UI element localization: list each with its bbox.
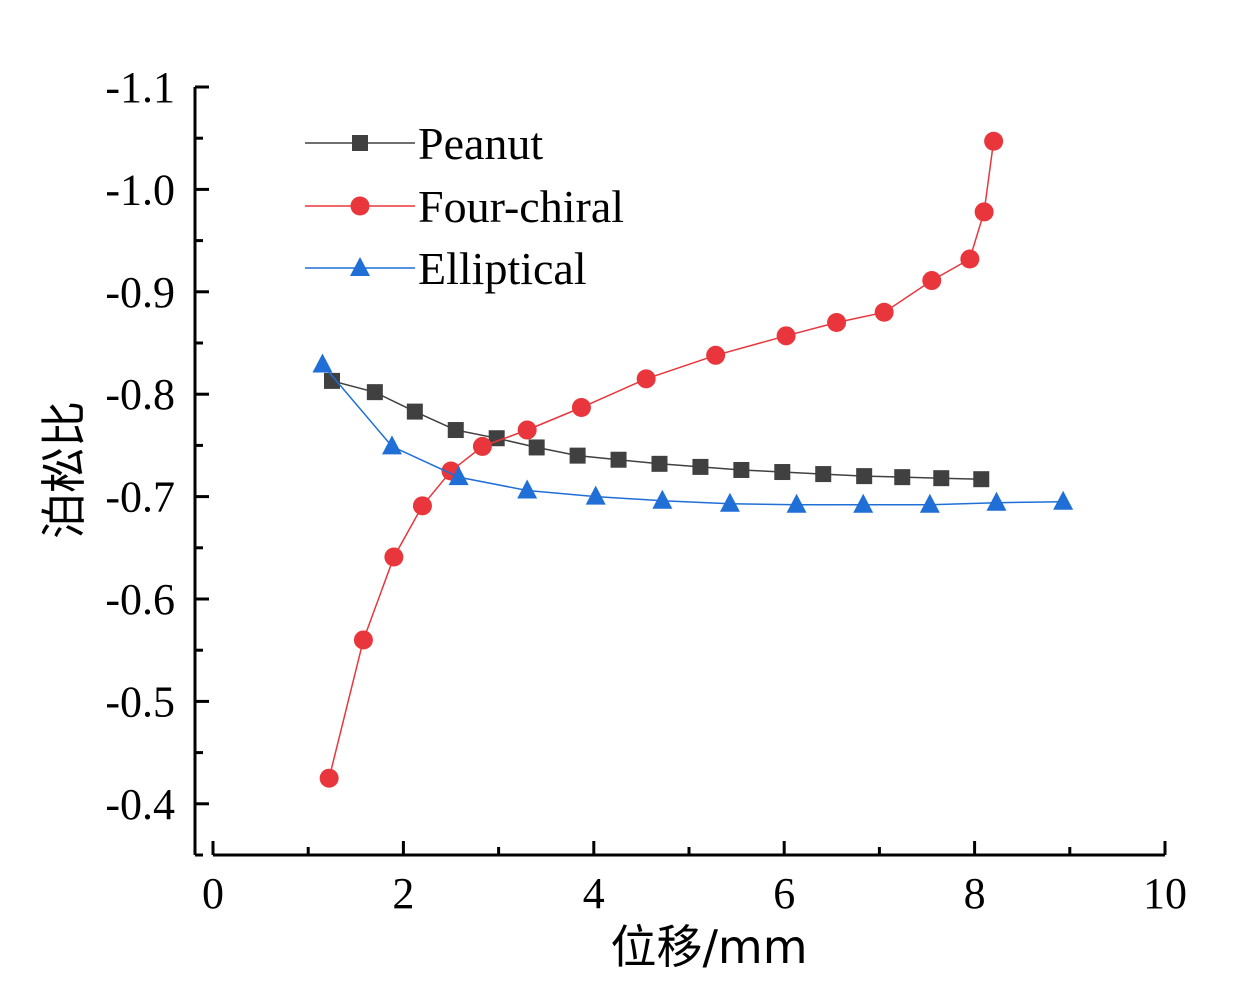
- data-point-four-chiral: [960, 249, 980, 269]
- series-peanut: [324, 372, 990, 488]
- series-layer: [312, 131, 1074, 788]
- y-tick-label: -0.7: [105, 473, 175, 522]
- data-point-elliptical: [919, 493, 940, 513]
- series-elliptical: [312, 353, 1074, 513]
- data-point-peanut: [856, 468, 873, 485]
- legend-label: Peanut: [418, 118, 543, 169]
- data-point-elliptical: [585, 485, 606, 505]
- data-point-peanut: [651, 455, 668, 472]
- data-point-peanut: [973, 471, 990, 488]
- data-point-peanut: [528, 439, 545, 456]
- series-four-chiral: [319, 131, 1004, 788]
- data-point-peanut: [692, 458, 709, 475]
- data-point-four-chiral: [974, 202, 994, 222]
- axes: 0 2 4 6 8 10 -0.4 -0.5 -0.6 -0.7 -0.8 -0.9 -1.0 -1.1: [105, 63, 1187, 918]
- data-point-peanut: [366, 384, 383, 401]
- data-point-elliptical: [381, 435, 402, 455]
- y-tick-label: -0.9: [105, 268, 175, 317]
- x-tick-label: 8: [964, 869, 986, 918]
- y-axis-title: 泊松比: [37, 401, 91, 539]
- legend-item-peanut: Peanut: [305, 118, 543, 169]
- data-point-four-chiral: [353, 630, 373, 650]
- data-point-elliptical: [448, 466, 469, 486]
- x-tick-label: 0: [202, 869, 224, 918]
- data-point-elliptical: [312, 353, 333, 373]
- data-point-elliptical: [986, 491, 1007, 511]
- data-point-four-chiral: [922, 271, 942, 291]
- data-point-elliptical: [517, 479, 538, 499]
- x-tick-label: 4: [583, 869, 605, 918]
- legend-marker: [350, 257, 370, 276]
- data-point-four-chiral: [874, 302, 894, 322]
- data-point-peanut: [933, 470, 950, 487]
- x-tick-label: 10: [1143, 869, 1187, 918]
- data-point-elliptical: [652, 489, 673, 509]
- data-point-peanut: [733, 461, 750, 478]
- data-point-elliptical: [1053, 490, 1074, 510]
- y-tick-label: -0.8: [105, 370, 175, 419]
- data-point-four-chiral: [984, 131, 1004, 151]
- legend-item-four-chiral: Four-chiral: [305, 181, 624, 232]
- data-point-four-chiral: [319, 768, 339, 788]
- data-point-four-chiral: [571, 398, 591, 418]
- legend-label: Elliptical: [418, 243, 587, 294]
- legend: Peanut Four-chiral Elliptical: [305, 118, 624, 294]
- y-tick-label: -0.6: [105, 575, 175, 624]
- series-line-elliptical: [321, 364, 1064, 506]
- y-tick-label: -1.1: [105, 63, 175, 112]
- data-point-four-chiral: [706, 345, 726, 365]
- data-point-peanut: [894, 469, 911, 486]
- data-point-four-chiral: [636, 369, 656, 389]
- data-point-peanut: [324, 372, 340, 389]
- data-point-peanut: [815, 466, 832, 483]
- data-point-four-chiral: [776, 326, 796, 346]
- y-tick-label: -1.0: [105, 165, 175, 214]
- legend-marker: [352, 135, 368, 151]
- data-point-peanut: [447, 422, 464, 439]
- legend-marker: [350, 196, 370, 216]
- data-point-four-chiral: [384, 547, 404, 567]
- data-point-peanut: [774, 464, 791, 481]
- data-point-elliptical: [786, 493, 807, 513]
- y-tick-label: -0.5: [105, 677, 175, 726]
- data-point-four-chiral: [472, 436, 492, 456]
- data-point-peanut: [610, 451, 627, 468]
- legend-item-elliptical: Elliptical: [305, 243, 587, 294]
- x-tick-label: 6: [773, 869, 795, 918]
- x-axis-title: 位移/mm: [610, 920, 807, 974]
- data-point-peanut: [406, 403, 423, 420]
- data-point-elliptical: [719, 492, 740, 512]
- data-point-four-chiral: [827, 313, 847, 333]
- legend-label: Four-chiral: [418, 181, 624, 232]
- data-point-four-chiral: [517, 420, 537, 440]
- data-point-four-chiral: [412, 496, 432, 516]
- x-tick-label: 2: [392, 869, 414, 918]
- y-tick-label: -0.4: [105, 780, 175, 829]
- data-point-elliptical: [853, 493, 874, 513]
- data-point-peanut: [569, 447, 586, 464]
